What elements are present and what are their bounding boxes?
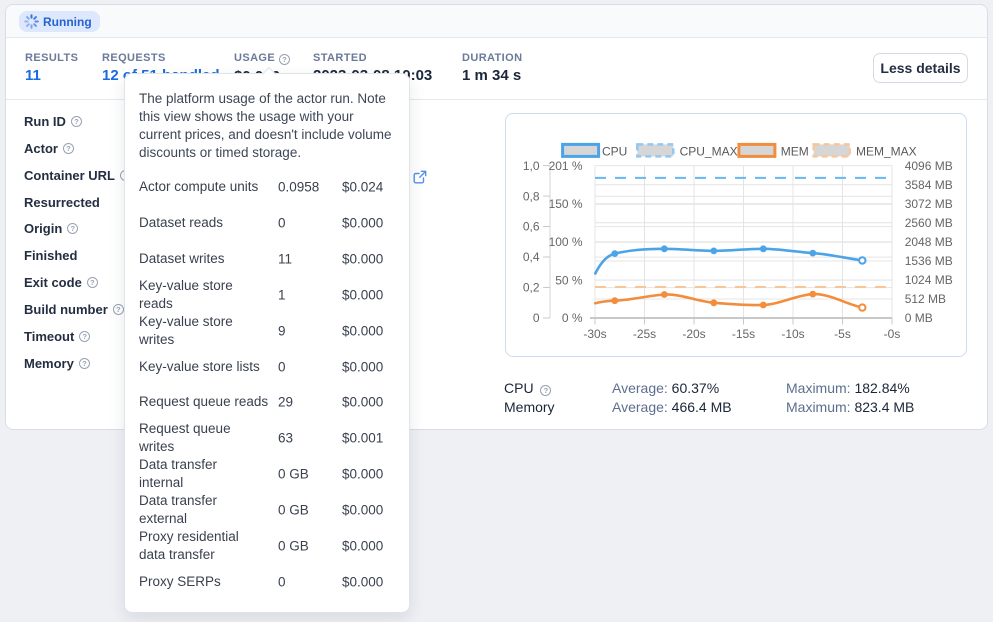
svg-text:512 MB: 512 MB	[905, 292, 946, 306]
svg-text:-25s: -25s	[633, 327, 656, 341]
svg-text:CPU: CPU	[602, 145, 627, 159]
svg-text:0: 0	[533, 311, 540, 325]
svg-text:MEM: MEM	[781, 145, 809, 159]
svg-text:2560 MB: 2560 MB	[905, 216, 953, 230]
svg-text:0 %: 0 %	[562, 311, 583, 325]
svg-text:150 %: 150 %	[549, 197, 583, 211]
svg-text:1,0: 1,0	[523, 159, 540, 173]
svg-text:1024 MB: 1024 MB	[905, 273, 953, 287]
svg-text:4096 MB: 4096 MB	[905, 159, 953, 173]
svg-text:0,4: 0,4	[523, 250, 540, 264]
svg-text:CPU_MAX: CPU_MAX	[680, 145, 738, 159]
svg-text:-0s: -0s	[884, 327, 901, 341]
svg-text:0,6: 0,6	[523, 220, 540, 234]
svg-text:0,2: 0,2	[523, 281, 540, 295]
svg-text:201 %: 201 %	[549, 159, 583, 173]
svg-text:-20s: -20s	[682, 327, 705, 341]
svg-text:-5s: -5s	[834, 327, 851, 341]
svg-text:-30s: -30s	[583, 327, 606, 341]
svg-text:3584 MB: 3584 MB	[905, 178, 953, 192]
svg-text:50 %: 50 %	[555, 273, 583, 287]
svg-text:0 MB: 0 MB	[905, 311, 933, 325]
svg-text:-15s: -15s	[732, 327, 755, 341]
svg-text:-10s: -10s	[781, 327, 804, 341]
svg-text:2048 MB: 2048 MB	[905, 235, 953, 249]
svg-text:MEM_MAX: MEM_MAX	[856, 145, 917, 159]
svg-text:100 %: 100 %	[549, 235, 583, 249]
svg-text:1536 MB: 1536 MB	[905, 254, 953, 268]
svg-text:0,8: 0,8	[523, 189, 540, 203]
svg-text:3072 MB: 3072 MB	[905, 197, 953, 211]
